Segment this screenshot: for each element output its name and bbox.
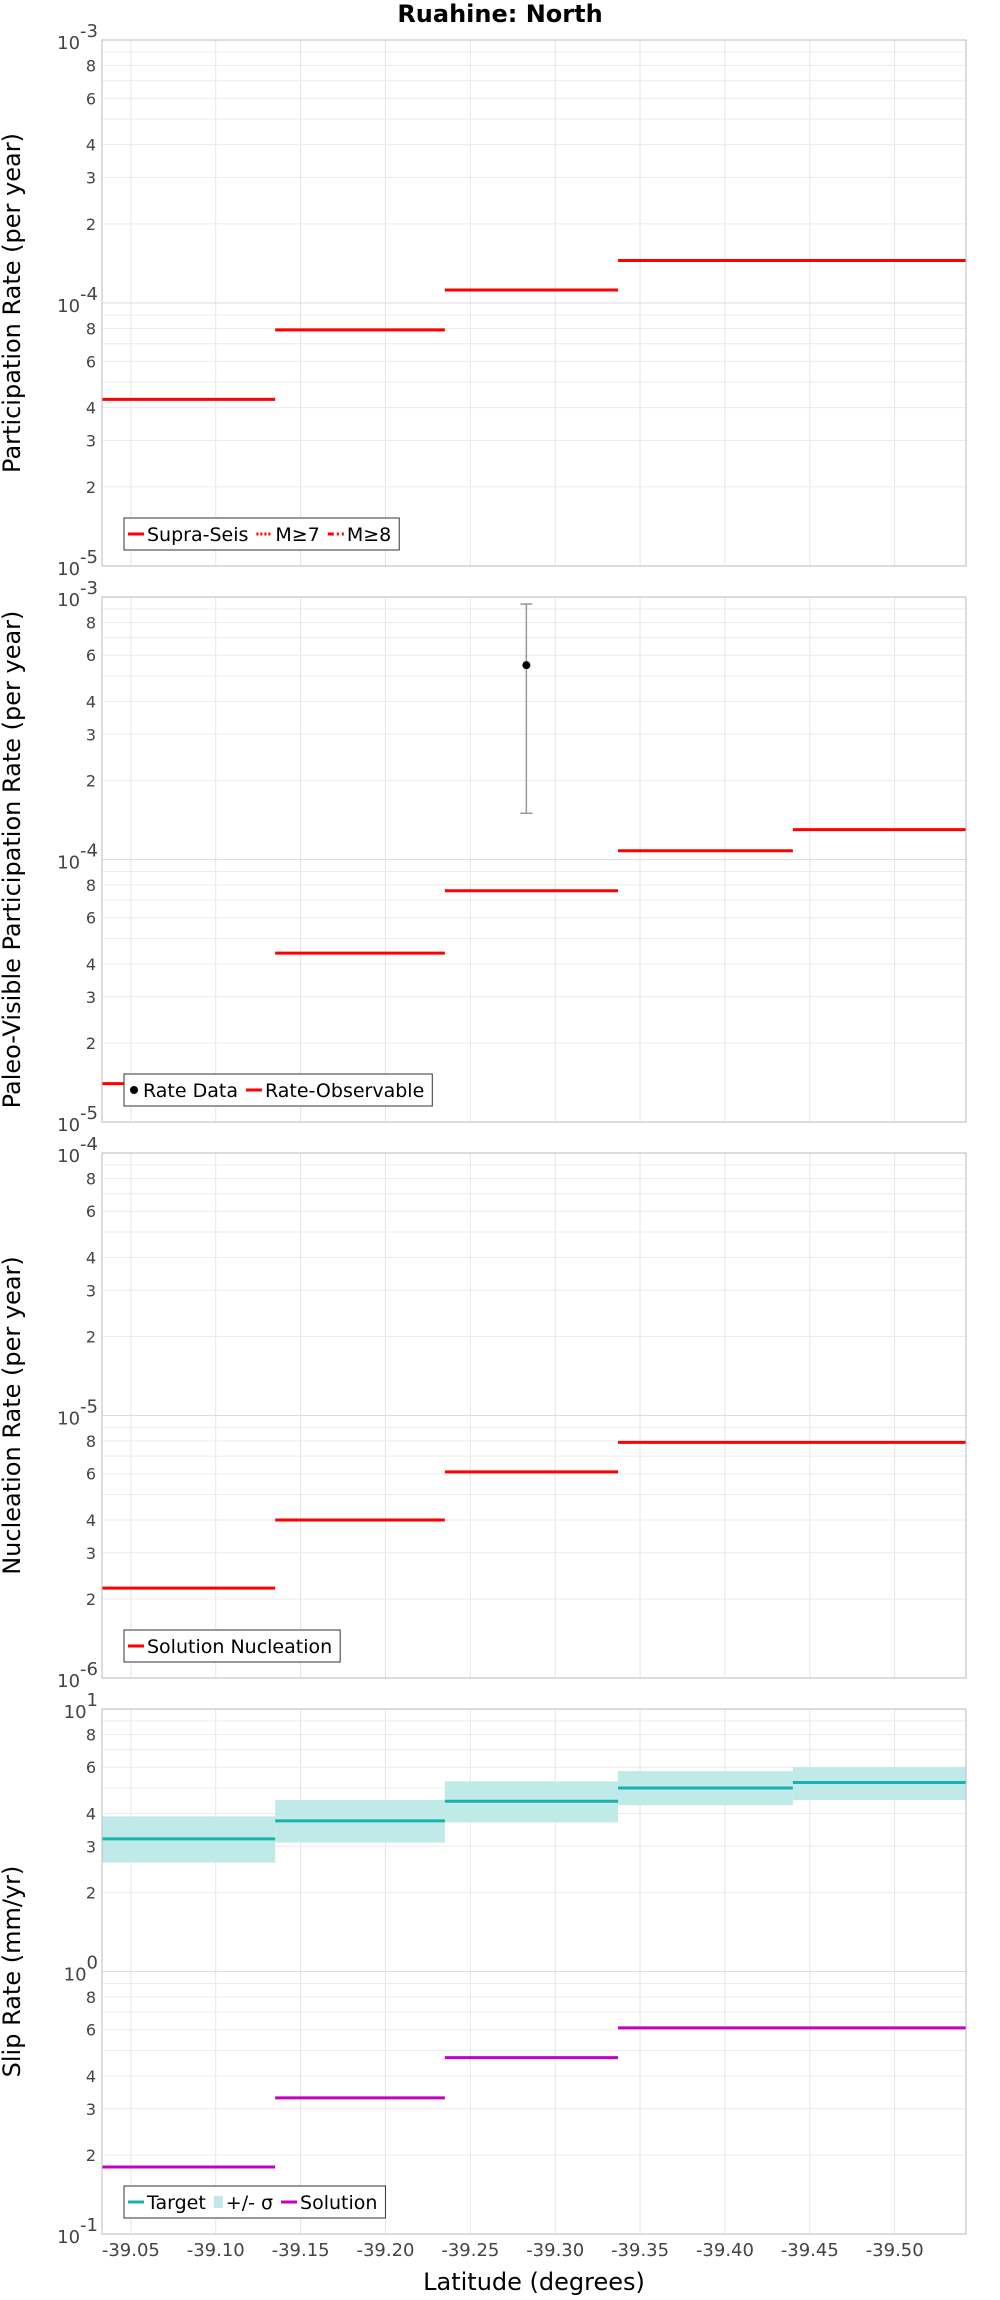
- legend-label: +/- σ: [226, 2192, 273, 2214]
- panel-paleo: 2 3 4 6 8 2 3 4 6 8 10-5 10-4 10-3 Paleo-Visible Part…: [0, 578, 967, 1136]
- plot-frame: [101, 39, 967, 567]
- y-minor-tick-label: 8: [86, 319, 96, 338]
- x-tick-label: -39.25: [441, 2240, 499, 2261]
- legend: Rate Data Rate-Observable: [123, 1073, 433, 1107]
- y-minor-tick-label: 3: [86, 432, 96, 451]
- legend-label: Solution: [300, 2192, 377, 2214]
- y-minor-tick-label: 2: [86, 478, 96, 497]
- y-minor-tick-label: 6: [86, 2021, 96, 2040]
- y-axis-label: Slip Rate (mm/yr): [0, 1866, 26, 2078]
- x-tick-label: -39.05: [102, 2240, 160, 2261]
- y-minor-tick-label: 3: [86, 1837, 96, 1856]
- legend-label: Rate-Observable: [265, 1080, 424, 1102]
- plot-frame: [101, 1152, 967, 1679]
- y-minor-tick-label: 8: [86, 56, 96, 75]
- y-minor-tick-label: 3: [86, 1544, 96, 1563]
- x-tick-label: -39.50: [866, 2240, 924, 2261]
- x-tick-label: -39.45: [781, 2240, 839, 2261]
- y-major-tick-label: 10-4: [57, 1134, 98, 1167]
- x-tick-label: -39.30: [526, 2240, 584, 2261]
- y-minor-tick-label: 8: [86, 1432, 96, 1451]
- legend: Supra-Seis M≥7 M≥8: [123, 517, 400, 551]
- y-axis-label: Paleo-Visible Participation Rate (per ye…: [0, 611, 26, 1109]
- y-major-tick-label: 10-4: [57, 284, 98, 317]
- y-minor-tick-label: 4: [86, 692, 96, 711]
- legend-label: Rate Data: [143, 1080, 238, 1102]
- x-axis-label: Latitude (degrees): [423, 2268, 645, 2296]
- panel-participation: 2 3 4 6 8 2 3 4 6 8 10-5 10-4 10-3 Participation Rate…: [0, 21, 967, 580]
- y-minor-tick-label: 2: [86, 1034, 96, 1053]
- y-major-tick-label: 10-3: [57, 578, 98, 611]
- legend-label: Target: [146, 2192, 206, 2214]
- y-axis-label: Nucleation Rate (per year): [0, 1256, 26, 1575]
- x-tick-label: -39.20: [356, 2240, 414, 2261]
- y-minor-tick-label: 3: [86, 2100, 96, 2119]
- y-minor-tick-label: 6: [86, 1202, 96, 1221]
- legend-label: Solution Nucleation: [147, 1636, 332, 1658]
- legend-box: [123, 1073, 433, 1107]
- legend-label: M≥7: [275, 524, 319, 546]
- legend-swatch: [130, 1086, 138, 1094]
- y-minor-tick-label: 4: [86, 2067, 96, 2086]
- plot-frame: [101, 1708, 967, 2235]
- legend: Solution Nucleation: [123, 1629, 341, 1663]
- y-minor-tick-label: 2: [86, 1590, 96, 1609]
- y-minor-tick-label: 3: [86, 1281, 96, 1300]
- legend-box: [123, 1629, 341, 1663]
- y-minor-tick-label: 6: [86, 89, 96, 108]
- y-minor-tick-label: 6: [86, 1758, 96, 1777]
- y-major-tick-label: 10-1: [57, 2215, 98, 2248]
- y-minor-tick-label: 8: [86, 1169, 96, 1188]
- y-minor-tick-label: 2: [86, 1883, 96, 1902]
- y-minor-tick-label: 4: [86, 399, 96, 418]
- y-minor-tick-label: 6: [86, 352, 96, 371]
- y-minor-tick-label: 8: [86, 876, 96, 895]
- y-minor-tick-label: 4: [86, 1511, 96, 1530]
- y-minor-tick-label: 2: [86, 215, 96, 234]
- y-minor-tick-label: 4: [86, 136, 96, 155]
- panel-nucleation: 2 3 4 6 8 2 3 4 6 8 10-6 10-5 10-4 Nucleation Rate (p…: [0, 1134, 967, 1692]
- y-minor-tick-label: 6: [86, 1465, 96, 1484]
- x-tick-label: -39.15: [272, 2240, 330, 2261]
- panel-slip: 2 3 4 6 8 2 3 4 6 8 10-1 100 101 Slip Rate (mm/yr) Tar…: [0, 1690, 967, 2248]
- y-major-tick-label: 101: [64, 1690, 98, 1723]
- x-tick-label: -39.10: [187, 2240, 245, 2261]
- y-minor-tick-label: 3: [86, 725, 96, 744]
- y-minor-tick-label: 3: [86, 988, 96, 1007]
- y-major-tick-label: 10-5: [57, 1103, 98, 1136]
- legend-box: [123, 2185, 386, 2219]
- x-tick-label: -39.35: [611, 2240, 669, 2261]
- y-minor-tick-label: 4: [86, 1248, 96, 1267]
- y-minor-tick-label: 2: [86, 2146, 96, 2165]
- y-minor-tick-label: 4: [86, 955, 96, 974]
- y-major-tick-label: 100: [64, 1953, 98, 1986]
- y-minor-tick-label: 3: [86, 169, 96, 188]
- data-point: [522, 661, 531, 670]
- y-axis-label: Participation Rate (per year): [0, 133, 26, 473]
- legend-swatch: [213, 2196, 223, 2208]
- y-minor-tick-label: 2: [86, 771, 96, 790]
- y-major-tick-label: 10-6: [57, 1659, 98, 1692]
- y-major-tick-label: 10-4: [57, 841, 98, 874]
- y-major-tick-label: 10-3: [57, 21, 98, 54]
- y-minor-tick-label: 2: [86, 1327, 96, 1346]
- legend: Target +/- σ Solution: [123, 2185, 386, 2219]
- y-major-tick-label: 10-5: [57, 1397, 98, 1430]
- y-minor-tick-label: 8: [86, 1988, 96, 2007]
- y-minor-tick-label: 8: [86, 1725, 96, 1744]
- y-minor-tick-label: 6: [86, 909, 96, 928]
- plot-frame: [101, 596, 967, 1123]
- legend-label: M≥8: [347, 524, 391, 546]
- x-tick-label: -39.40: [696, 2240, 754, 2261]
- chart-title: Ruahine: North: [397, 0, 602, 28]
- legend-label: Supra-Seis: [147, 524, 248, 546]
- y-minor-tick-label: 8: [86, 613, 96, 632]
- y-minor-tick-label: 6: [86, 646, 96, 665]
- y-major-tick-label: 10-5: [57, 547, 98, 580]
- y-minor-tick-label: 4: [86, 1804, 96, 1823]
